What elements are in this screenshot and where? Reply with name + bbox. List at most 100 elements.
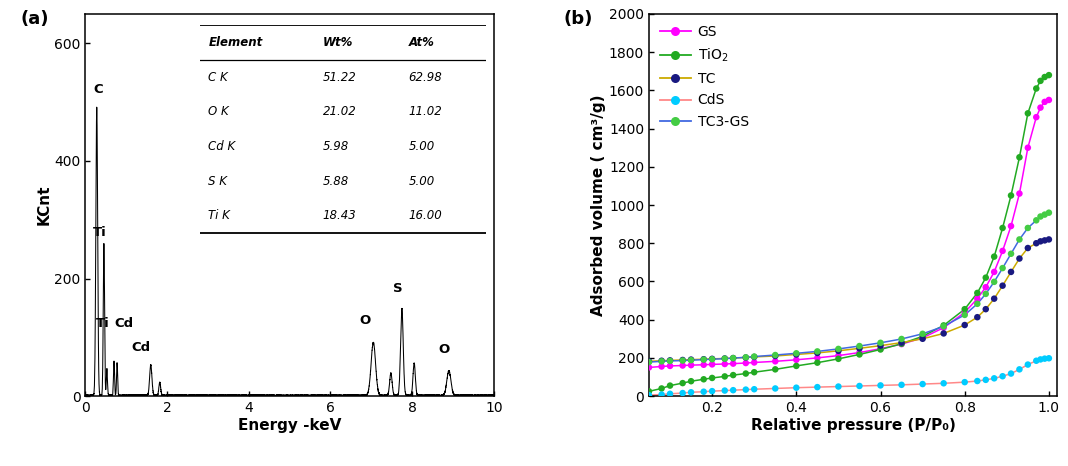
Point [936,330,953,337]
Point [969,289,986,297]
Point [936,380,953,387]
Point [871,382,889,389]
Point [695,361,712,369]
Point [830,345,847,353]
Point [641,388,658,395]
Point [994,264,1011,272]
Point [1011,153,1028,161]
Point [1027,240,1045,247]
X-axis label: Relative pressure (P/P₀): Relative pressure (P/P₀) [751,418,956,433]
Point [745,369,763,376]
Point [1011,236,1028,243]
Point [808,359,826,366]
Point [737,359,754,367]
Point [653,357,670,365]
Text: Cd: Cd [131,341,151,354]
Point [745,359,763,366]
Point [788,350,805,357]
Point [977,305,994,313]
Point [977,283,994,291]
Point [994,282,1011,289]
Point [986,253,1003,260]
Point [674,379,691,387]
Point [1027,217,1045,224]
Point [1003,222,1020,230]
Point [871,339,889,347]
Point [994,372,1011,380]
Point [994,224,1011,232]
Point [767,351,784,359]
Point [788,356,805,363]
Point [641,357,658,365]
Point [1032,238,1049,245]
Point [977,376,994,384]
Point [661,362,678,370]
Point [682,389,700,396]
Point [986,278,1003,286]
Point [1040,236,1057,243]
Point [1040,96,1057,104]
Text: Cd: Cd [115,317,134,330]
Point [1036,98,1053,106]
Point [956,378,973,386]
Point [695,388,712,396]
Point [1027,113,1045,121]
Point [695,356,712,363]
Point [674,389,691,397]
Point [994,247,1011,254]
Point [936,322,953,329]
Point [767,352,784,360]
Point [695,376,712,383]
Point [704,361,721,368]
Point [767,385,784,392]
Point [724,354,741,362]
Point [808,354,826,362]
Text: C: C [93,83,103,96]
Point [956,311,973,319]
Text: Ti: Ti [96,317,110,330]
Point [724,386,741,394]
Point [653,357,670,364]
Point [695,356,712,363]
Point [641,363,658,371]
Point [641,391,658,399]
Point [717,355,734,362]
Point [1032,104,1049,111]
Point [767,357,784,365]
Point [1036,211,1053,218]
Point [641,358,658,366]
Point [704,355,721,363]
Point [1027,85,1045,92]
Point [956,305,973,313]
Point [893,340,910,348]
Point [661,357,678,365]
Point [1003,192,1020,199]
Point [808,348,826,355]
Point [724,360,741,367]
Point [851,345,868,352]
Point [830,383,847,391]
Point [986,375,1003,382]
Text: S: S [393,282,403,295]
Point [704,374,721,382]
Point [717,387,734,394]
Text: O: O [360,314,371,327]
Point [808,349,826,356]
X-axis label: Energy -keV: Energy -keV [238,418,342,433]
Point [1040,71,1057,79]
Point [914,380,931,388]
Point [737,354,754,361]
Point [737,370,754,377]
Point [871,345,889,352]
Point [914,330,931,337]
Point [1032,356,1049,363]
Point [1019,224,1036,232]
Point [956,321,973,329]
Point [871,346,889,353]
Point [788,362,805,370]
Point [893,335,910,343]
Point [661,390,678,397]
Point [986,268,1003,276]
Point [717,355,734,363]
Point [977,274,994,281]
